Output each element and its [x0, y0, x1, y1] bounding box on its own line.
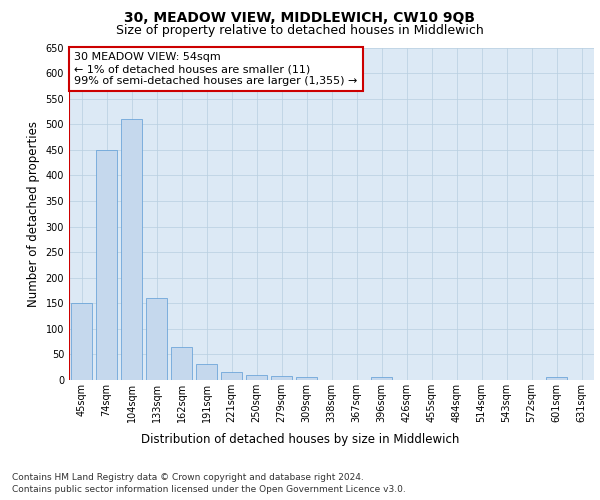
Text: 30 MEADOW VIEW: 54sqm
← 1% of detached houses are smaller (11)
99% of semi-detac: 30 MEADOW VIEW: 54sqm ← 1% of detached h… — [74, 52, 358, 86]
Bar — [546, 377, 567, 380]
Text: 30, MEADOW VIEW, MIDDLEWICH, CW10 9QB: 30, MEADOW VIEW, MIDDLEWICH, CW10 9QB — [125, 11, 476, 25]
Bar — [71, 304, 92, 380]
Bar — [296, 378, 317, 380]
Bar — [221, 372, 242, 380]
Bar — [96, 150, 117, 380]
Bar — [196, 364, 217, 380]
Bar — [246, 375, 267, 380]
Bar — [146, 298, 167, 380]
Bar — [171, 347, 192, 380]
Bar — [271, 376, 292, 380]
Bar — [371, 377, 392, 380]
Y-axis label: Number of detached properties: Number of detached properties — [27, 120, 40, 306]
Bar — [121, 119, 142, 380]
Text: Contains public sector information licensed under the Open Government Licence v3: Contains public sector information licen… — [12, 485, 406, 494]
Text: Size of property relative to detached houses in Middlewich: Size of property relative to detached ho… — [116, 24, 484, 37]
Text: Contains HM Land Registry data © Crown copyright and database right 2024.: Contains HM Land Registry data © Crown c… — [12, 472, 364, 482]
Text: Distribution of detached houses by size in Middlewich: Distribution of detached houses by size … — [141, 432, 459, 446]
